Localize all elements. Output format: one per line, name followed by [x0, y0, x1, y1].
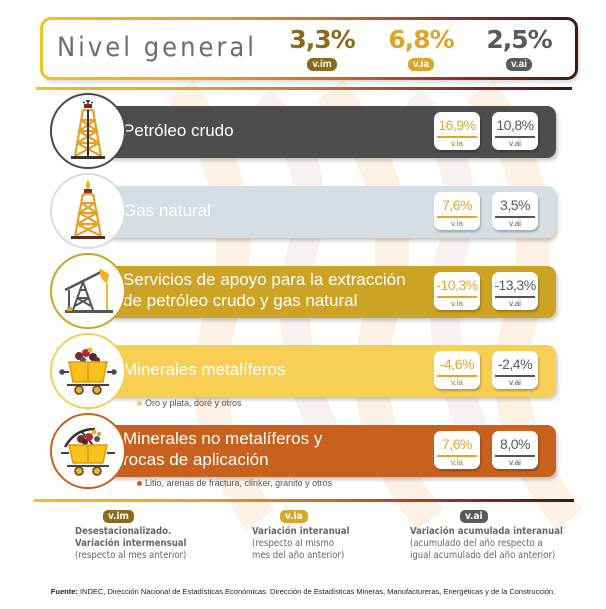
vim-value-block: 3,3% v.im — [287, 26, 357, 72]
sector-label: Servicios de apoyo para la extracción de… — [123, 269, 406, 311]
general-level-panel: Nivel general 3,3% v.im 6,8% v.ia 2,5% v… — [40, 17, 578, 80]
via-tag: v.ia — [451, 377, 463, 387]
vai-value: -2,4% — [497, 356, 533, 372]
vai-value: -13,3% — [494, 277, 536, 293]
vim-badge: v.im — [307, 58, 337, 71]
sector-label-line1: Servicios de apoyo para la extracción — [123, 270, 406, 289]
via-badge: v.ia — [280, 510, 308, 523]
legend-line: (respecto al mismo — [252, 538, 335, 549]
vai-badge: v.ai — [460, 510, 488, 523]
legend-vai: v.ai Variación acumulada interanual (acu… — [410, 510, 563, 562]
sector-label-line2: de petróleo crudo y gas natural — [123, 291, 358, 310]
via-tag: v.ia — [451, 138, 463, 148]
vai-box: 8,0% v.ai — [492, 431, 538, 469]
sector-note: Litio, arenas de fractura, clinker, gran… — [137, 478, 332, 488]
sector-row-servicios: Servicios de apoyo para la extracción de… — [50, 253, 558, 331]
sector-label: Minerales metalíferos — [123, 360, 286, 379]
legend-line: (acumulado del año respecto a — [410, 538, 543, 549]
vai-value: 8,0% — [500, 436, 530, 452]
via-tag: v.ia — [451, 298, 463, 308]
legend-vim: v.im Desestacionalizado. Variación inter… — [75, 510, 186, 562]
sector-note: Oro y plata, doré y otros — [137, 398, 242, 408]
vai-box: -13,3% v.ai — [492, 272, 538, 310]
page-title: Nivel general — [57, 32, 258, 63]
vai-tag: v.ai — [509, 138, 521, 148]
mine-cart-pickaxe-icon — [50, 413, 126, 489]
legend-line: Variación interanual — [252, 526, 350, 537]
via-value: -4,6% — [439, 356, 475, 372]
vai-tag: v.ai — [509, 218, 521, 228]
bullet-icon — [137, 401, 142, 407]
sector-row-gas: Gas natural 7,6% v.ia 3,5% v.ai — [50, 173, 558, 249]
vai-badge: v.ai — [506, 58, 532, 71]
vai-value: 2,5% — [486, 25, 552, 54]
via-value: -10,3% — [436, 277, 478, 293]
via-box: -4,6% v.ia — [434, 351, 480, 389]
sector-label-line2: rocas de aplicación — [123, 450, 269, 469]
via-value: 16,9% — [438, 117, 476, 133]
legend-line: (respecto al mes anterior) — [75, 550, 187, 561]
sector-note-text: Litio, arenas de fractura, clinker, gran… — [145, 478, 333, 488]
legend-divider — [34, 499, 574, 502]
legend-line: igual acumulado del año anterior) — [410, 550, 556, 561]
via-box: -10,3% v.ia — [434, 272, 480, 310]
via-tag: v.ia — [451, 218, 463, 228]
pumpjack-icon — [50, 253, 126, 329]
via-box: 16,9% v.ia — [434, 112, 480, 150]
via-value: 7,6% — [442, 436, 472, 452]
sector-bar — [110, 266, 556, 318]
vim-badge: v.im — [103, 510, 134, 523]
via-box: 7,6% v.ia — [434, 431, 480, 469]
bullet-icon — [137, 481, 142, 487]
header-divider — [36, 87, 572, 90]
source-label: Fuente: — [50, 587, 78, 596]
sector-bar — [110, 106, 556, 158]
vai-box: 10,8% v.ai — [492, 112, 538, 150]
source-note: Fuente: INDEC, Dirección Nacional de Est… — [0, 587, 606, 596]
sector-label: Gas natural — [123, 201, 211, 220]
sector-bar — [110, 345, 556, 397]
sector-row-metaliferos: Minerales metalíferos -4,6% v.ia -2,4% v… — [50, 333, 558, 411]
via-badge: v.ia — [408, 58, 434, 71]
vai-box: -2,4% v.ai — [492, 351, 538, 389]
via-box: 7,6% v.ia — [434, 192, 480, 230]
sector-label: Petróleo crudo — [123, 121, 234, 140]
via-value: 7,6% — [442, 197, 472, 213]
sector-row-petroleo: Petróleo crudo 16,9% v.ia 10,8% v.ai — [50, 93, 558, 169]
legend-line: mes del año anterior) — [252, 550, 345, 561]
vai-tag: v.ai — [509, 377, 521, 387]
sector-label: Minerales no metalíferos y rocas de apli… — [123, 428, 322, 470]
legend-line: Variación acumulada interanual — [410, 526, 563, 537]
sector-note-text: Oro y plata, doré y otros — [145, 398, 242, 408]
vai-value-block: 2,5% v.ai — [484, 26, 554, 72]
vai-box: 3,5% v.ai — [492, 192, 538, 230]
source-text: INDEC, Dirección Nacional de Estadística… — [77, 587, 556, 596]
sector-bar — [110, 186, 556, 238]
mine-cart-icon — [50, 333, 126, 409]
sector-bar — [110, 425, 556, 477]
via-value-block: 6,8% v.ia — [386, 26, 456, 72]
vai-value: 10,8% — [496, 117, 534, 133]
sector-label-line1: Minerales no metalíferos y — [123, 429, 323, 448]
vai-tag: v.ai — [509, 457, 521, 467]
gas-derrick-icon — [50, 173, 126, 249]
via-tag: v.ia — [451, 457, 463, 467]
vim-value: 3,3% — [289, 25, 355, 54]
legend-line: Desestacionalizado. — [75, 526, 172, 537]
via-value: 6,8% — [388, 25, 454, 54]
vai-tag: v.ai — [509, 298, 521, 308]
oil-derrick-icon — [50, 93, 126, 169]
legend-via: v.ia Variación interanual (respecto al m… — [252, 510, 349, 562]
vai-value: 3,5% — [500, 197, 530, 213]
sector-row-no-metaliferos: Minerales no metalíferos y rocas de apli… — [50, 413, 558, 491]
legend-line: Variación intermensual — [75, 538, 187, 549]
